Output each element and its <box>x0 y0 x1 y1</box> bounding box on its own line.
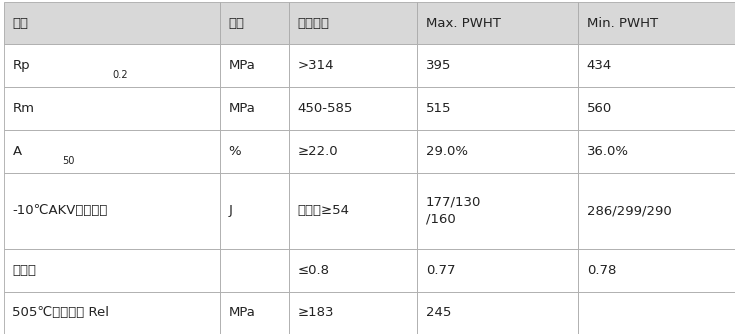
Text: 286/299/290: 286/299/290 <box>587 204 672 217</box>
Bar <box>417 2 578 44</box>
Bar <box>289 173 417 249</box>
Bar <box>219 44 289 87</box>
Text: Rm: Rm <box>13 102 35 115</box>
Text: A: A <box>13 145 21 158</box>
Text: MPa: MPa <box>228 102 255 115</box>
Bar <box>578 44 735 87</box>
Bar <box>417 87 578 130</box>
Bar <box>578 173 735 249</box>
Bar <box>219 249 289 292</box>
Text: 0.78: 0.78 <box>587 264 616 277</box>
Text: MPa: MPa <box>228 59 255 72</box>
Text: 395: 395 <box>426 59 452 72</box>
Text: ≤0.8: ≤0.8 <box>298 264 330 277</box>
Bar <box>289 2 417 44</box>
Bar <box>417 130 578 173</box>
Bar <box>578 292 735 334</box>
Text: 单位: 单位 <box>228 16 245 30</box>
Bar <box>219 130 289 173</box>
Bar <box>4 173 219 249</box>
Bar <box>417 249 578 292</box>
Text: 450-585: 450-585 <box>298 102 353 115</box>
Bar <box>219 2 289 44</box>
Text: ≥22.0: ≥22.0 <box>298 145 338 158</box>
Bar <box>289 44 417 87</box>
Bar <box>219 173 289 249</box>
Bar <box>289 87 417 130</box>
Text: Max. PWHT: Max. PWHT <box>426 16 501 30</box>
Bar <box>4 130 219 173</box>
Text: 560: 560 <box>587 102 612 115</box>
Bar <box>417 44 578 87</box>
Bar <box>578 2 735 44</box>
Text: 项目: 项目 <box>13 16 29 30</box>
Text: 0.77: 0.77 <box>426 264 455 277</box>
Text: 36.0%: 36.0% <box>587 145 629 158</box>
Text: 0.2: 0.2 <box>112 70 128 80</box>
Bar <box>289 292 417 334</box>
Text: 177/130
/160: 177/130 /160 <box>426 196 481 226</box>
Text: 434: 434 <box>587 59 612 72</box>
Bar <box>219 87 289 130</box>
Text: 屈强比: 屈强比 <box>13 264 36 277</box>
Text: ≥183: ≥183 <box>298 306 334 320</box>
Text: 29.0%: 29.0% <box>426 145 468 158</box>
Bar <box>4 87 219 130</box>
Text: J: J <box>228 204 232 217</box>
Text: MPa: MPa <box>228 306 255 320</box>
Text: %: % <box>228 145 241 158</box>
Bar <box>578 249 735 292</box>
Bar <box>4 2 219 44</box>
Text: -10℃AKV（横向）: -10℃AKV（横向） <box>13 204 108 217</box>
Text: 505℃高温拉伸 Rel: 505℃高温拉伸 Rel <box>13 306 109 320</box>
Bar <box>417 173 578 249</box>
Text: Min. PWHT: Min. PWHT <box>587 16 658 30</box>
Bar <box>417 292 578 334</box>
Text: Rp: Rp <box>13 59 30 72</box>
Bar <box>578 87 735 130</box>
Bar <box>4 44 219 87</box>
Bar <box>4 249 219 292</box>
Text: 50: 50 <box>63 156 75 166</box>
Text: 515: 515 <box>426 102 452 115</box>
Bar <box>578 130 735 173</box>
Text: 平均値≥54: 平均値≥54 <box>298 204 350 217</box>
Text: >314: >314 <box>298 59 334 72</box>
Bar <box>4 292 219 334</box>
Bar <box>289 249 417 292</box>
Text: 245: 245 <box>426 306 452 320</box>
Bar <box>289 130 417 173</box>
Text: 标准要求: 标准要求 <box>298 16 330 30</box>
Bar <box>219 292 289 334</box>
